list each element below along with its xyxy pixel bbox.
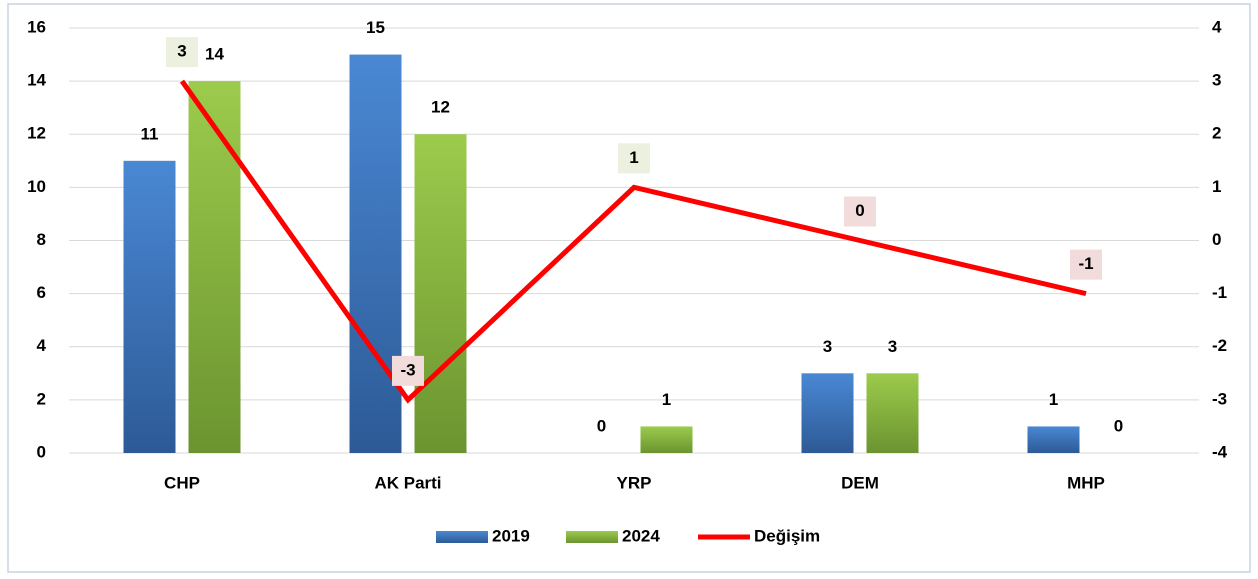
- x-tick-label: MHP: [1067, 473, 1105, 492]
- line-label-box: [166, 37, 198, 68]
- x-tick-label: YRP: [617, 473, 652, 492]
- bar: [414, 134, 467, 453]
- line-label-box: [844, 196, 876, 227]
- line-value-label: 1: [629, 148, 638, 167]
- bar: [188, 81, 241, 453]
- bar: [1027, 426, 1080, 453]
- y2-tick-label: -1: [1212, 283, 1227, 302]
- y-tick-label: 14: [27, 71, 46, 90]
- y-tick-label: 8: [37, 230, 46, 249]
- bar-value-label: 0: [1114, 416, 1123, 435]
- x-tick-label: CHP: [164, 473, 200, 492]
- legend-label: 2019: [492, 526, 530, 545]
- line-value-label: 3: [177, 42, 186, 61]
- line: [179, 79, 1087, 404]
- x-tick-label: AK Parti: [374, 473, 441, 492]
- y2-tick-label: -3: [1212, 389, 1227, 408]
- y-tick-label: 6: [37, 283, 46, 302]
- line-label-box: [392, 355, 424, 386]
- y2-tick-label: -4: [1212, 442, 1228, 461]
- x-tick-label: DEM: [841, 473, 879, 492]
- bar: [866, 373, 919, 453]
- y-tick-label: 10: [27, 177, 46, 196]
- legend-swatch: [566, 531, 618, 543]
- line-value-label: 0: [855, 201, 864, 220]
- bar-value-label: 14: [205, 45, 224, 64]
- bar-value-label: 0: [597, 416, 606, 435]
- legend-label: Değişim: [754, 526, 820, 545]
- y2-tick-label: 3: [1212, 71, 1221, 90]
- bar-value-label: 3: [888, 337, 897, 356]
- bar: [801, 373, 854, 453]
- y2-tick-label: 2: [1212, 124, 1221, 143]
- bar-value-label: 1: [662, 390, 671, 409]
- y2-tick-label: 0: [1212, 230, 1221, 249]
- bar-value-label: 12: [431, 98, 450, 117]
- y-tick-label: 12: [27, 124, 46, 143]
- bar-value-label: 11: [141, 124, 159, 143]
- bar: [640, 426, 693, 453]
- bar-value-label: 15: [366, 18, 385, 37]
- line-value-label: -1: [1078, 254, 1093, 273]
- bar: [123, 160, 176, 453]
- line-label-box: [618, 143, 650, 174]
- y-tick-label: 2: [37, 389, 46, 408]
- bar-value-label: 3: [823, 337, 832, 356]
- y-tick-label: 0: [37, 442, 46, 461]
- legend-label: 2024: [622, 526, 660, 545]
- y2-tick-label: 4: [1212, 17, 1222, 36]
- legend-swatch: [436, 531, 488, 543]
- bar-value-label: 1: [1049, 390, 1058, 409]
- y-tick-label: 4: [37, 336, 47, 355]
- y2-tick-label: -2: [1212, 336, 1227, 355]
- line-value-label: -3: [400, 360, 415, 379]
- y-tick-label: 16: [27, 17, 46, 36]
- bar: [349, 54, 402, 453]
- line-label-box: [1070, 249, 1102, 280]
- y2-tick-label: 1: [1212, 177, 1221, 196]
